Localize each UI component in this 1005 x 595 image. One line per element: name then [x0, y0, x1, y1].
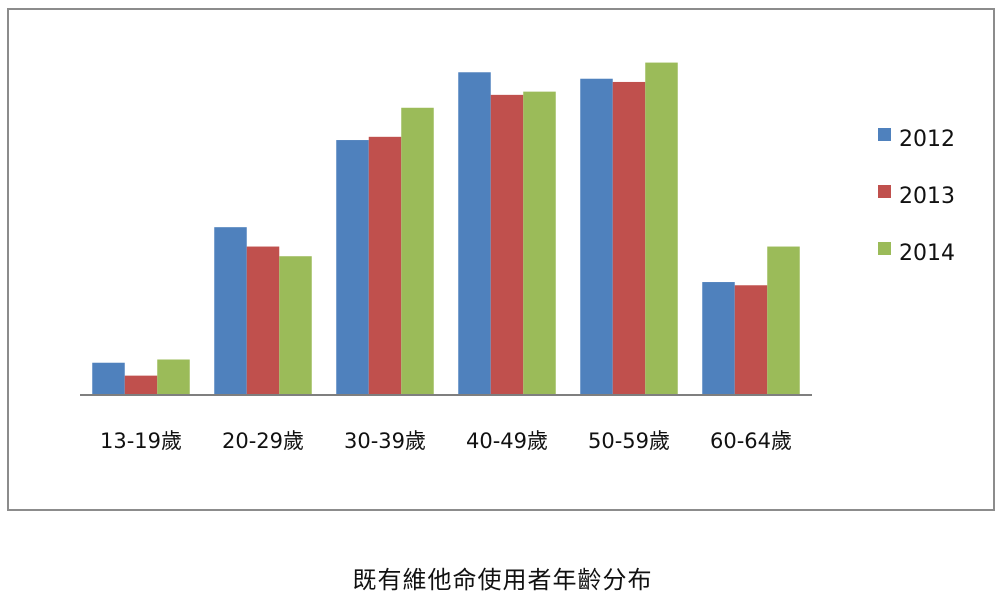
- bar-2013-3: [490, 94, 524, 396]
- bar-2013-4: [612, 81, 646, 395]
- chart-caption: 既有維他命使用者年齡分布: [352, 566, 653, 594]
- bar-2013-0: [124, 375, 158, 395]
- bar-2012-2: [336, 140, 369, 395]
- bars-layer: [92, 62, 800, 396]
- x-tick-label: 13-19歲: [100, 429, 182, 453]
- bar-2013-1: [246, 246, 280, 395]
- bar-2014-4: [645, 62, 678, 396]
- x-tick-label: 20-29歲: [222, 429, 304, 453]
- x-tick-label: 60-64歲: [710, 429, 792, 453]
- bar-2013-5: [734, 285, 768, 395]
- legend-label: 2012: [899, 127, 955, 152]
- bar-2012-1: [214, 227, 247, 395]
- x-tick-label: 30-39歲: [344, 429, 426, 453]
- bar-2014-1: [279, 256, 312, 395]
- legend-item-2014: 2014: [878, 241, 955, 266]
- bar-2012-3: [458, 72, 491, 396]
- legend-swatch: [878, 128, 891, 141]
- x-tick-label: 40-49歲: [466, 429, 548, 453]
- bar-2013-2: [368, 136, 402, 395]
- bar-2012-0: [92, 362, 125, 395]
- bar-2014-2: [401, 107, 434, 396]
- legend: 2012 2013 2014: [878, 127, 955, 266]
- x-tick-labels: 13-19歲 20-29歲 30-39歲 40-49歲 50-59歲 60-64歲: [100, 429, 792, 453]
- legend-label: 2013: [899, 184, 955, 209]
- x-tick-label: 50-59歲: [588, 429, 670, 453]
- bar-2014-3: [523, 91, 556, 395]
- legend-label: 2014: [899, 241, 955, 266]
- legend-item-2012: 2012: [878, 127, 955, 152]
- bar-2012-5: [702, 282, 735, 395]
- legend-swatch: [878, 242, 891, 255]
- bar-2012-4: [580, 78, 613, 395]
- bar-2014-0: [157, 359, 190, 395]
- legend-item-2013: 2013: [878, 184, 955, 209]
- legend-swatch: [878, 185, 891, 198]
- bar-2014-5: [767, 246, 800, 395]
